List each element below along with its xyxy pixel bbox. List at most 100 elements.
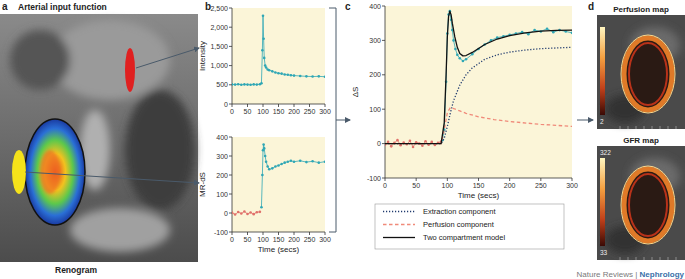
colorbar-label: 322 bbox=[600, 149, 611, 156]
series-line bbox=[385, 47, 572, 143]
x-tick bbox=[263, 104, 264, 107]
data-point bbox=[424, 140, 427, 143]
y-tick-label: -100 bbox=[214, 229, 228, 236]
scale-tick bbox=[636, 257, 637, 260]
legend: Extraction componentPerfusion componentT… bbox=[375, 204, 564, 249]
x-tick bbox=[325, 232, 326, 235]
series-line bbox=[232, 16, 325, 85]
y-tick-label: 200 bbox=[369, 71, 381, 78]
data-point bbox=[260, 206, 263, 209]
y-axis-label: Intensity bbox=[198, 41, 207, 71]
data-point bbox=[456, 54, 459, 57]
data-point bbox=[234, 213, 237, 216]
x-tick bbox=[509, 178, 510, 181]
x-tick-label: 300 bbox=[566, 182, 578, 189]
data-point bbox=[277, 72, 280, 75]
renogram-kidney bbox=[25, 119, 85, 225]
data-point bbox=[324, 160, 325, 163]
y-tick bbox=[229, 8, 232, 9]
mri-image bbox=[0, 14, 198, 262]
data-point bbox=[465, 58, 468, 61]
plot-background bbox=[385, 6, 572, 178]
data-point bbox=[274, 71, 277, 74]
x-tick-label: 50 bbox=[244, 108, 252, 115]
chart: -1000100200300400050100150200250300ΔSTim… bbox=[351, 3, 578, 201]
scale-tick bbox=[628, 126, 629, 129]
bracket bbox=[329, 8, 336, 232]
x-tick-label: 200 bbox=[504, 182, 516, 189]
data-point bbox=[452, 39, 455, 42]
data-point bbox=[412, 146, 415, 149]
x-tick-label: 100 bbox=[257, 236, 269, 243]
y-tick bbox=[229, 65, 232, 66]
x-tick-label: 50 bbox=[412, 182, 420, 189]
x-tick-label: 150 bbox=[273, 236, 285, 243]
data-point bbox=[396, 139, 399, 142]
data-point bbox=[318, 75, 321, 78]
data-point bbox=[262, 14, 265, 17]
map-kidney bbox=[624, 169, 672, 241]
data-point bbox=[262, 143, 265, 146]
x-tick bbox=[572, 178, 573, 181]
data-point bbox=[263, 57, 266, 60]
map-anatomy bbox=[605, 158, 680, 254]
data-point bbox=[311, 160, 314, 163]
data-point bbox=[265, 160, 268, 163]
colorbar-label: 2 bbox=[600, 118, 604, 125]
data-point bbox=[252, 213, 255, 216]
x-tick-label: 300 bbox=[319, 108, 331, 115]
y-tick-label: 300 bbox=[216, 153, 228, 160]
data-point bbox=[246, 213, 249, 216]
y-tick-label: -100 bbox=[367, 175, 381, 182]
data-point bbox=[305, 75, 308, 78]
y-tick-label: 400 bbox=[369, 3, 381, 10]
y-tick-label: 500 bbox=[216, 81, 228, 88]
x-tick bbox=[247, 104, 248, 107]
legend-swatch bbox=[383, 224, 415, 225]
chart: -1000100200300400050100150200250300MR-dS… bbox=[198, 134, 331, 255]
data-point bbox=[287, 74, 290, 77]
data-point bbox=[399, 144, 402, 147]
scale-tick bbox=[644, 257, 645, 260]
x-tick-label: 250 bbox=[535, 182, 547, 189]
y-tick-label: 1,000 bbox=[210, 62, 228, 69]
y-tick bbox=[229, 46, 232, 47]
figure: aArterial input functionRenogrambc05001,… bbox=[0, 0, 685, 279]
x-tick-label: 300 bbox=[319, 236, 331, 243]
data-point bbox=[232, 211, 233, 214]
data-point bbox=[299, 75, 302, 78]
y-tick-label: 2,500 bbox=[210, 5, 228, 12]
scale-tick bbox=[676, 126, 677, 129]
x-tick bbox=[309, 104, 310, 107]
tissue bbox=[70, 208, 170, 252]
y-tick bbox=[229, 156, 232, 157]
y-tick bbox=[382, 74, 385, 75]
x-tick bbox=[540, 178, 541, 181]
data-point bbox=[243, 83, 246, 86]
scale-tick bbox=[660, 126, 661, 129]
x-tick-label: 150 bbox=[473, 182, 485, 189]
data-point bbox=[261, 49, 264, 52]
data-point bbox=[280, 163, 283, 166]
x-tick bbox=[232, 232, 233, 235]
plot-background bbox=[232, 137, 325, 232]
tissue bbox=[125, 90, 195, 210]
scale-tick bbox=[652, 257, 653, 260]
data-point bbox=[283, 73, 286, 76]
data-point bbox=[271, 167, 274, 170]
panel-caption: Renogram bbox=[55, 265, 97, 275]
plot-data bbox=[232, 14, 325, 86]
arrow bbox=[136, 48, 199, 68]
map-anatomy bbox=[605, 27, 680, 123]
data-point bbox=[237, 83, 240, 86]
renogram-core bbox=[40, 150, 60, 194]
x-tick bbox=[416, 178, 417, 181]
x-tick-label: 250 bbox=[304, 236, 316, 243]
data-point bbox=[234, 83, 237, 86]
y-tick bbox=[229, 84, 232, 85]
data-point bbox=[237, 211, 240, 214]
x-tick-label: 0 bbox=[230, 236, 234, 243]
data-point bbox=[263, 147, 266, 150]
y-tick bbox=[382, 6, 385, 7]
legend-label: Extraction component bbox=[423, 207, 496, 216]
